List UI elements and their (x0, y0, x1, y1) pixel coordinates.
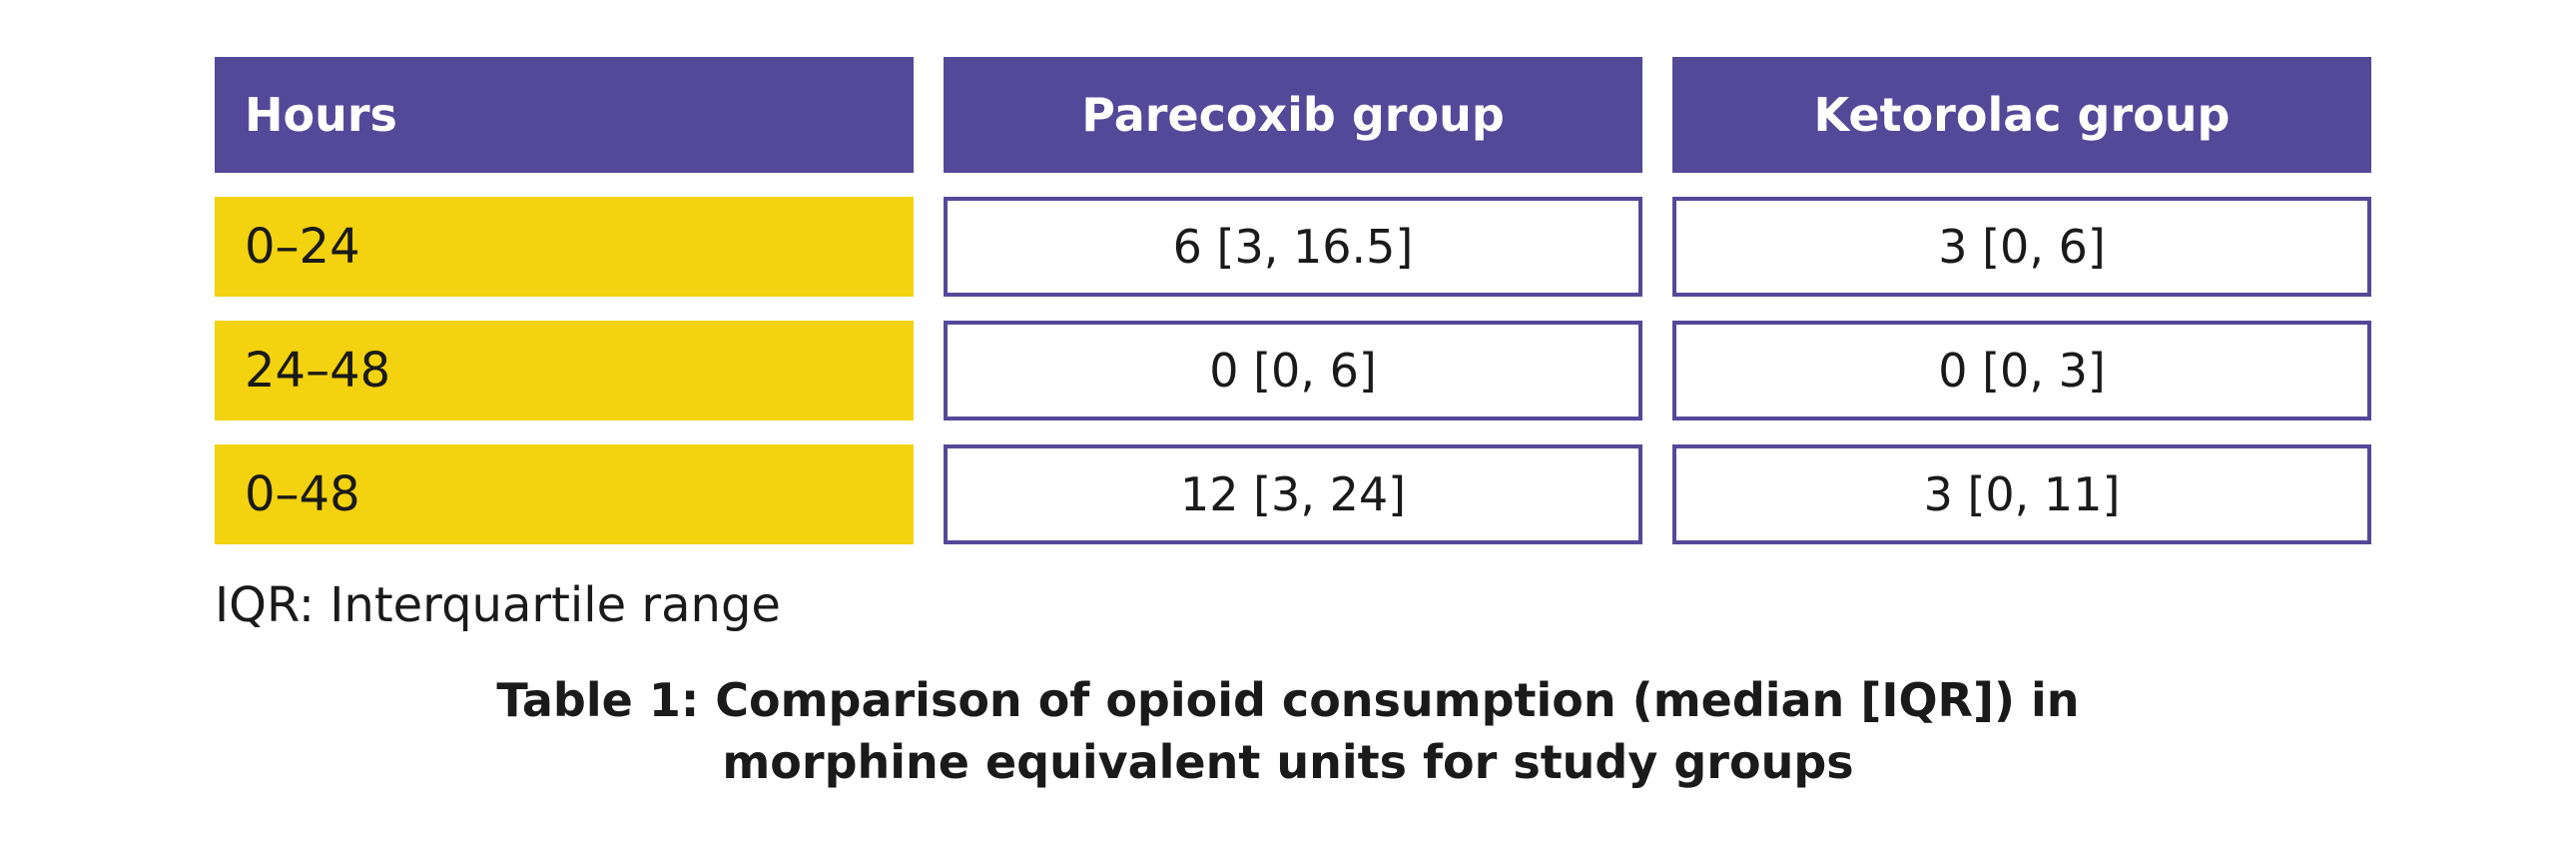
row-label-0-48: 0–48 (215, 444, 914, 544)
cell-ketorolac-0-24: 3 [0, 6] (1672, 197, 2371, 297)
cell-ketorolac-24-48: 0 [0, 3] (1672, 321, 2371, 421)
cell-parecoxib-0-24: 6 [3, 16.5] (944, 197, 1642, 297)
table-caption: Table 1: Comparison of opioid consumptio… (0, 669, 2576, 793)
row-label-0-24: 0–24 (215, 197, 914, 297)
caption-line-1: Table 1: Comparison of opioid consumptio… (496, 673, 2080, 727)
header-ketorolac: Ketorolac group (1672, 57, 2371, 173)
cell-ketorolac-0-48: 3 [0, 11] (1672, 444, 2371, 544)
cell-parecoxib-0-48: 12 [3, 24] (944, 444, 1642, 544)
row-label-24-48: 24–48 (215, 321, 914, 421)
header-hours: Hours (215, 57, 914, 173)
header-parecoxib: Parecoxib group (944, 57, 1642, 173)
footnote-iqr: IQR: Interquartile range (215, 577, 781, 633)
comparison-table: Hours Parecoxib group Ketorolac group 0–… (215, 57, 2371, 544)
cell-parecoxib-24-48: 0 [0, 6] (944, 321, 1642, 421)
caption-line-2: morphine equivalent units for study grou… (722, 735, 1854, 789)
